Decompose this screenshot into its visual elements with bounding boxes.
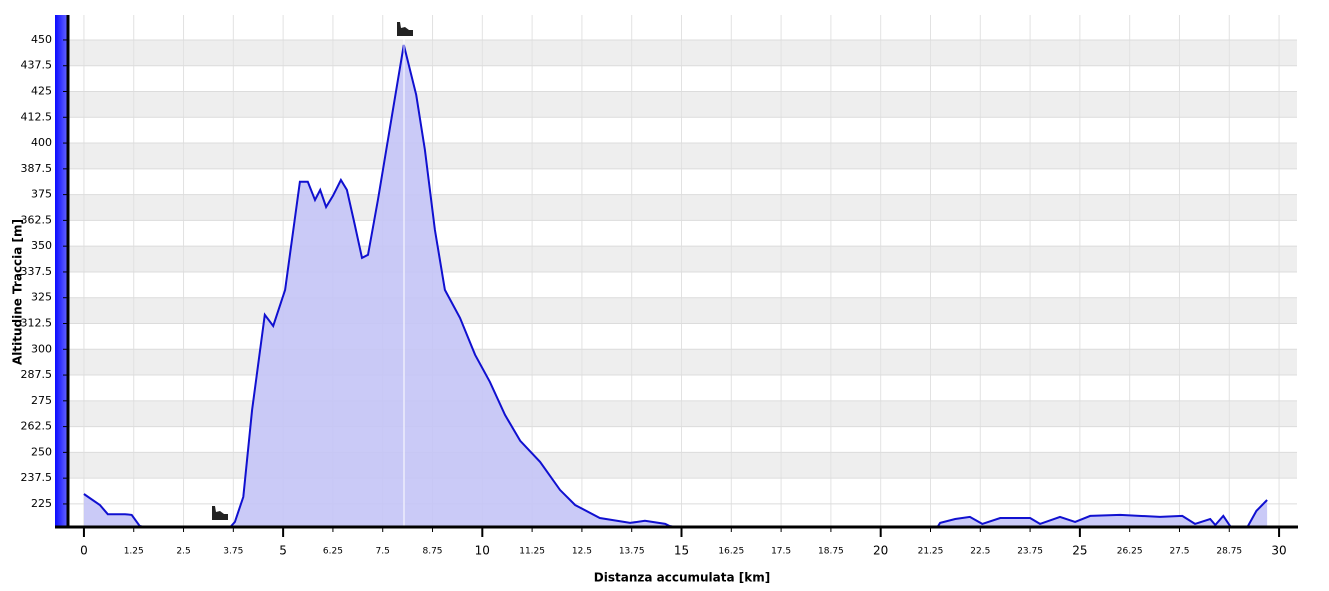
grid-band — [68, 143, 1297, 169]
y-tick-label: 337.5 — [21, 265, 53, 278]
grid-band — [68, 91, 1297, 118]
waypoint-icon — [212, 22, 413, 520]
x-tick-label: 17.5 — [771, 547, 791, 557]
x-tick-label: 1.25 — [124, 547, 144, 557]
y-tick-label: 387.5 — [21, 162, 53, 175]
x-tick-label: 7.5 — [376, 547, 390, 557]
line — [83, 44, 1268, 526]
x-tick-label: 18.75 — [818, 547, 844, 557]
x-tick-label: 26.25 — [1117, 547, 1143, 557]
grid-band — [68, 194, 1297, 221]
y-tick-label: 362.5 — [21, 213, 53, 226]
y-tick-label: 300 — [31, 342, 52, 355]
y-tick-label: 325 — [31, 291, 52, 304]
grid-band — [68, 297, 1297, 324]
x-tick-label: 16.25 — [718, 547, 744, 557]
y-tick-label: 412.5 — [21, 110, 53, 123]
x-tick-label: 20 — [873, 544, 888, 558]
y-tick-label: 450 — [31, 33, 52, 46]
grid-band — [68, 246, 1297, 272]
y-tick-label: 375 — [31, 188, 52, 201]
y-tick-label: 250 — [31, 445, 52, 458]
grid-band — [68, 349, 1297, 376]
y-tick-label: 237.5 — [21, 471, 53, 484]
x-tick-label: 30 — [1271, 544, 1286, 558]
x-tick-label: 15 — [674, 544, 689, 558]
x-tick-label: 27.5 — [1169, 547, 1189, 557]
y-tick-label: 262.5 — [21, 420, 53, 433]
x-tick-label: 12.5 — [572, 547, 592, 557]
x-tick-label: 10 — [475, 544, 490, 558]
x-axis-title: Distanza accumulata [km] — [594, 571, 770, 585]
x-tick-label: 25 — [1072, 544, 1087, 558]
x-tick-label: 11.25 — [519, 547, 545, 557]
y-tick-label: 350 — [31, 239, 52, 252]
x-tick-label: 0 — [80, 544, 88, 558]
x-tick-label: 3.75 — [223, 547, 243, 557]
x-tick-label: 28.75 — [1216, 547, 1242, 557]
y-tick-label: 437.5 — [21, 59, 53, 72]
y-axis-title: Altitudine Traccia [m] — [11, 219, 25, 365]
y-tick-label: 400 — [31, 136, 52, 149]
y-tick-label: 225 — [31, 497, 52, 510]
y-tick-label: 287.5 — [21, 368, 53, 381]
area — [83, 44, 1268, 526]
x-tick-label: 23.75 — [1017, 547, 1043, 557]
x-tick-label: 21.25 — [918, 547, 944, 557]
x-tick-label: 6.25 — [323, 547, 343, 557]
y-tick-label: 312.5 — [21, 316, 53, 329]
x-tick-label: 13.75 — [619, 547, 645, 557]
x-tick-label: 22.5 — [970, 547, 990, 557]
x-tick-label: 8.75 — [422, 547, 442, 557]
y-tick-label: 425 — [31, 85, 52, 98]
y-tick-label: 275 — [31, 394, 52, 407]
x-tick-label: 5 — [279, 544, 287, 558]
x-tick-label: 2.5 — [176, 547, 190, 557]
grid-band — [68, 39, 1297, 66]
